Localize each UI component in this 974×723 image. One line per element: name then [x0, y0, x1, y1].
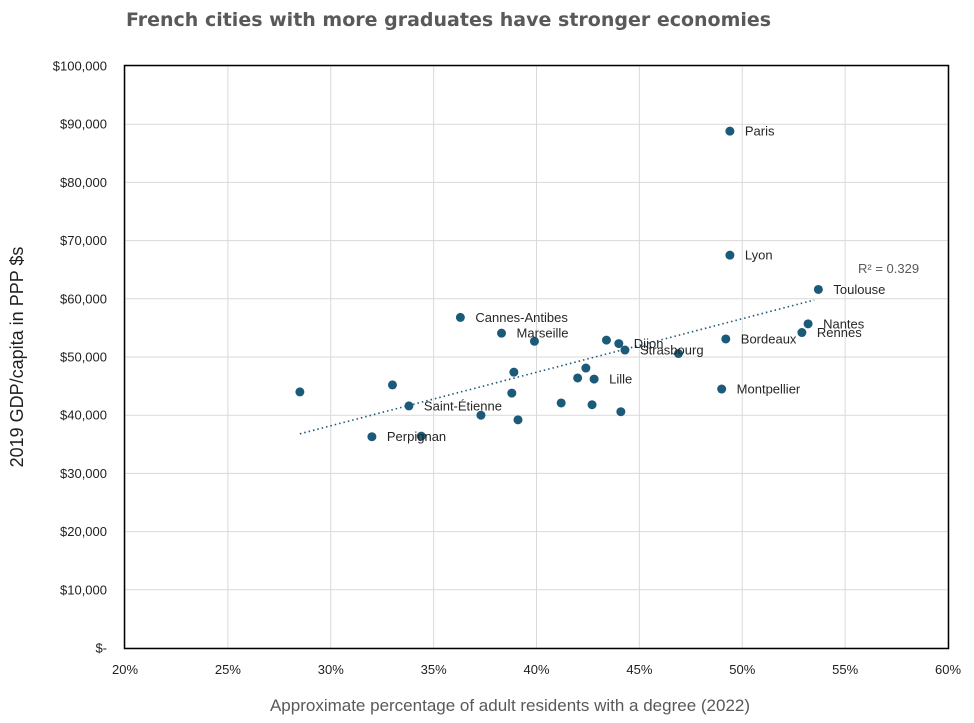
- data-point: [589, 374, 599, 384]
- y-axis-ticks: $- $10,000 $20,000 $30,000 $40,000 $50,000 $60…: [53, 59, 107, 656]
- x-axis-label: Approximate percentage of adult resident…: [270, 696, 750, 715]
- data-point: [797, 328, 807, 338]
- point-label: Nantes: [823, 316, 865, 331]
- data-point: [673, 349, 683, 359]
- data-point: [476, 410, 486, 420]
- data-point: [587, 400, 597, 410]
- data-point: [581, 363, 591, 373]
- data-point: [455, 312, 465, 322]
- data-point: [387, 380, 397, 390]
- y-tick-label: $-: [95, 641, 107, 656]
- data-point: [404, 401, 414, 411]
- data-point: [573, 373, 583, 383]
- point-label: Toulouse: [833, 282, 885, 297]
- point-label: Montpellier: [737, 382, 801, 397]
- x-axis-ticks: 20% 25% 30% 35% 40% 45% 50% 55% 60%: [112, 662, 961, 677]
- x-tick-label: 55%: [832, 662, 858, 677]
- point-label: Bordeaux: [741, 331, 797, 346]
- data-point: [601, 335, 611, 345]
- data-point: [616, 407, 626, 417]
- plot-frame: [123, 64, 950, 650]
- y-tick-label: $100,000: [53, 59, 107, 74]
- x-tick-label: 20%: [112, 662, 138, 677]
- y-tick-label: $90,000: [60, 117, 107, 132]
- data-point: [529, 336, 539, 346]
- x-tick-label: 25%: [215, 662, 241, 677]
- r-squared-label: R² = 0.329: [858, 261, 919, 276]
- data-point: [813, 284, 823, 294]
- point-label: Cannes-Antibes: [475, 310, 568, 325]
- data-point: [416, 431, 426, 441]
- data-point: [367, 432, 377, 442]
- x-tick-label: 50%: [729, 662, 755, 677]
- data-points: [295, 126, 823, 442]
- point-label: Lyon: [745, 248, 773, 263]
- point-label: Rennes: [817, 325, 862, 340]
- data-point: [513, 415, 523, 425]
- data-point: [507, 388, 517, 398]
- x-tick-label: 45%: [626, 662, 652, 677]
- point-label: Paris: [745, 124, 775, 139]
- grid: [124, 65, 949, 649]
- data-point: [725, 250, 735, 260]
- data-point: [509, 367, 519, 377]
- data-point: [721, 334, 731, 344]
- trendline-group: [299, 299, 815, 435]
- y-tick-label: $60,000: [60, 291, 107, 306]
- y-tick-label: $20,000: [60, 524, 107, 539]
- data-point: [803, 319, 813, 329]
- data-point: [497, 328, 507, 338]
- x-tick-label: 40%: [523, 662, 549, 677]
- x-tick-label: 35%: [421, 662, 447, 677]
- point-label: Strasbourg: [640, 343, 704, 358]
- data-point: [725, 126, 735, 136]
- y-tick-label: $40,000: [60, 408, 107, 423]
- y-tick-label: $80,000: [60, 175, 107, 190]
- y-tick-label: $10,000: [60, 582, 107, 597]
- point-label: Marseille: [517, 326, 569, 341]
- data-point: [295, 387, 305, 397]
- data-point: [556, 398, 566, 408]
- data-point: [614, 339, 624, 349]
- point-label: Lille: [609, 372, 632, 387]
- y-axis-label: 2019 GDP/capita in PPP $s: [7, 247, 27, 468]
- y-tick-label: $70,000: [60, 233, 107, 248]
- x-tick-label: 60%: [935, 662, 961, 677]
- point-label: Saint-Étienne: [424, 398, 502, 413]
- data-point: [620, 345, 630, 355]
- data-point: [717, 384, 727, 394]
- chart-title: French cities with more graduates have s…: [126, 9, 771, 31]
- x-tick-label: 30%: [318, 662, 344, 677]
- point-label: Perpignan: [387, 429, 446, 444]
- y-tick-label: $50,000: [60, 350, 107, 365]
- y-tick-label: $30,000: [60, 466, 107, 481]
- point-label: Dijon: [634, 336, 664, 351]
- trendline: [299, 299, 815, 435]
